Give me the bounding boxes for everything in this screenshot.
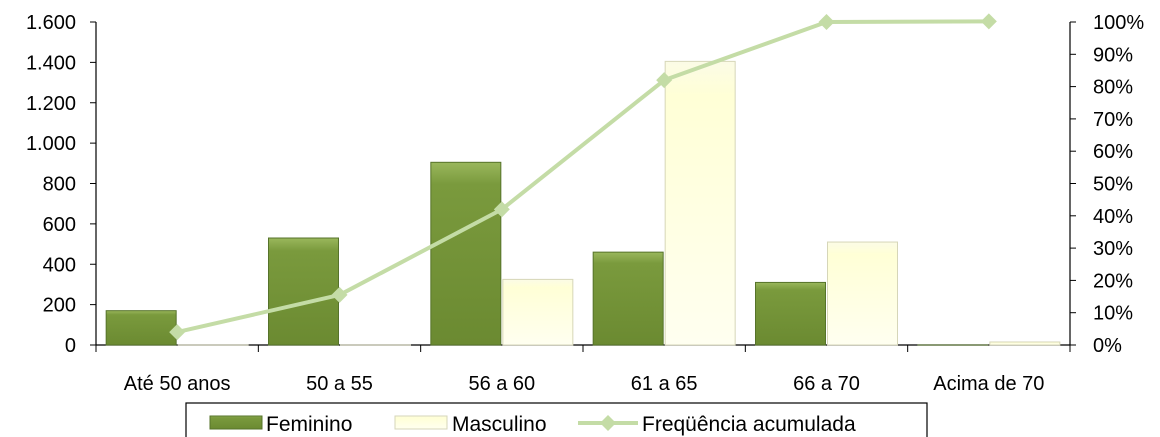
y-left-tick-label: 0 — [65, 335, 76, 357]
y-right-tick-label: 30% — [1093, 238, 1133, 260]
x-tick-label: 66 a 70 — [793, 373, 860, 395]
y-right-tick-label: 80% — [1093, 77, 1133, 99]
cumulative-point — [980, 13, 997, 30]
axes: 0 200 400 600 800 1.000 1.200 1.400 1.600 0% 10% 20… — [26, 12, 1144, 395]
bar-feminino — [592, 251, 664, 346]
x-tick-label: Acima de 70 — [933, 373, 1044, 395]
y-left-tick-label: 600 — [43, 214, 76, 236]
x-tick-label: 50 a 55 — [306, 373, 373, 395]
cumulative-line — [169, 13, 997, 341]
y-right-tick-label: 100% — [1093, 12, 1144, 34]
bars — [105, 60, 1061, 346]
bar-masculino — [664, 60, 736, 346]
y-left-tick-label: 1.600 — [26, 12, 76, 34]
cumulative-point — [169, 324, 186, 341]
cumulative-point — [656, 72, 673, 89]
legend-label-feminino: Feminino — [266, 413, 352, 436]
bar-feminino — [755, 281, 826, 346]
y-left-tick-label: 800 — [43, 174, 76, 196]
cumulative-point — [818, 14, 835, 30]
y-right-tick-label: 10% — [1093, 303, 1133, 325]
y-left-tick-label: 200 — [43, 295, 76, 317]
bar-masculino — [502, 278, 574, 346]
legend-swatch-marker — [600, 415, 616, 431]
y-right-tick-label: 50% — [1093, 174, 1133, 196]
y-right-tick-label: 40% — [1093, 206, 1133, 228]
legend-box — [185, 402, 928, 437]
y-right-tick-label: 20% — [1093, 270, 1133, 292]
y-left-tick-label: 400 — [43, 254, 76, 276]
x-tick-label: 61 a 65 — [631, 373, 698, 395]
y-right-tick-label: 60% — [1093, 141, 1133, 163]
y-right-tick-label: 0% — [1093, 335, 1122, 357]
bar-masculino — [989, 341, 1061, 346]
cumulative-line-path — [176, 19, 989, 335]
legend-label-cumulative: Freqüência acumulada — [642, 413, 856, 436]
y-right-tick-label: 90% — [1093, 44, 1133, 66]
y-left-tick-label: 1.200 — [26, 93, 76, 115]
y-right-tick-label: 70% — [1093, 109, 1133, 131]
legend: Feminino Masculino Freqüência acumulada — [185, 402, 928, 437]
bar-masculino — [827, 241, 898, 346]
bar-feminino — [105, 310, 177, 346]
x-tick-label: 56 a 60 — [468, 373, 535, 395]
cumulative-point — [331, 286, 348, 303]
legend-label-masculino: Masculino — [452, 413, 547, 436]
y-left-tick-label: 1.400 — [26, 52, 76, 74]
legend-swatch-feminino — [209, 415, 263, 430]
bar-feminino — [430, 161, 502, 346]
y-left-tick-label: 1.000 — [26, 133, 76, 155]
x-tick-label: Até 50 anos — [124, 373, 231, 395]
legend-swatch-masculino — [394, 415, 448, 430]
cumulative-point — [493, 201, 510, 218]
bar-feminino — [268, 237, 339, 346]
